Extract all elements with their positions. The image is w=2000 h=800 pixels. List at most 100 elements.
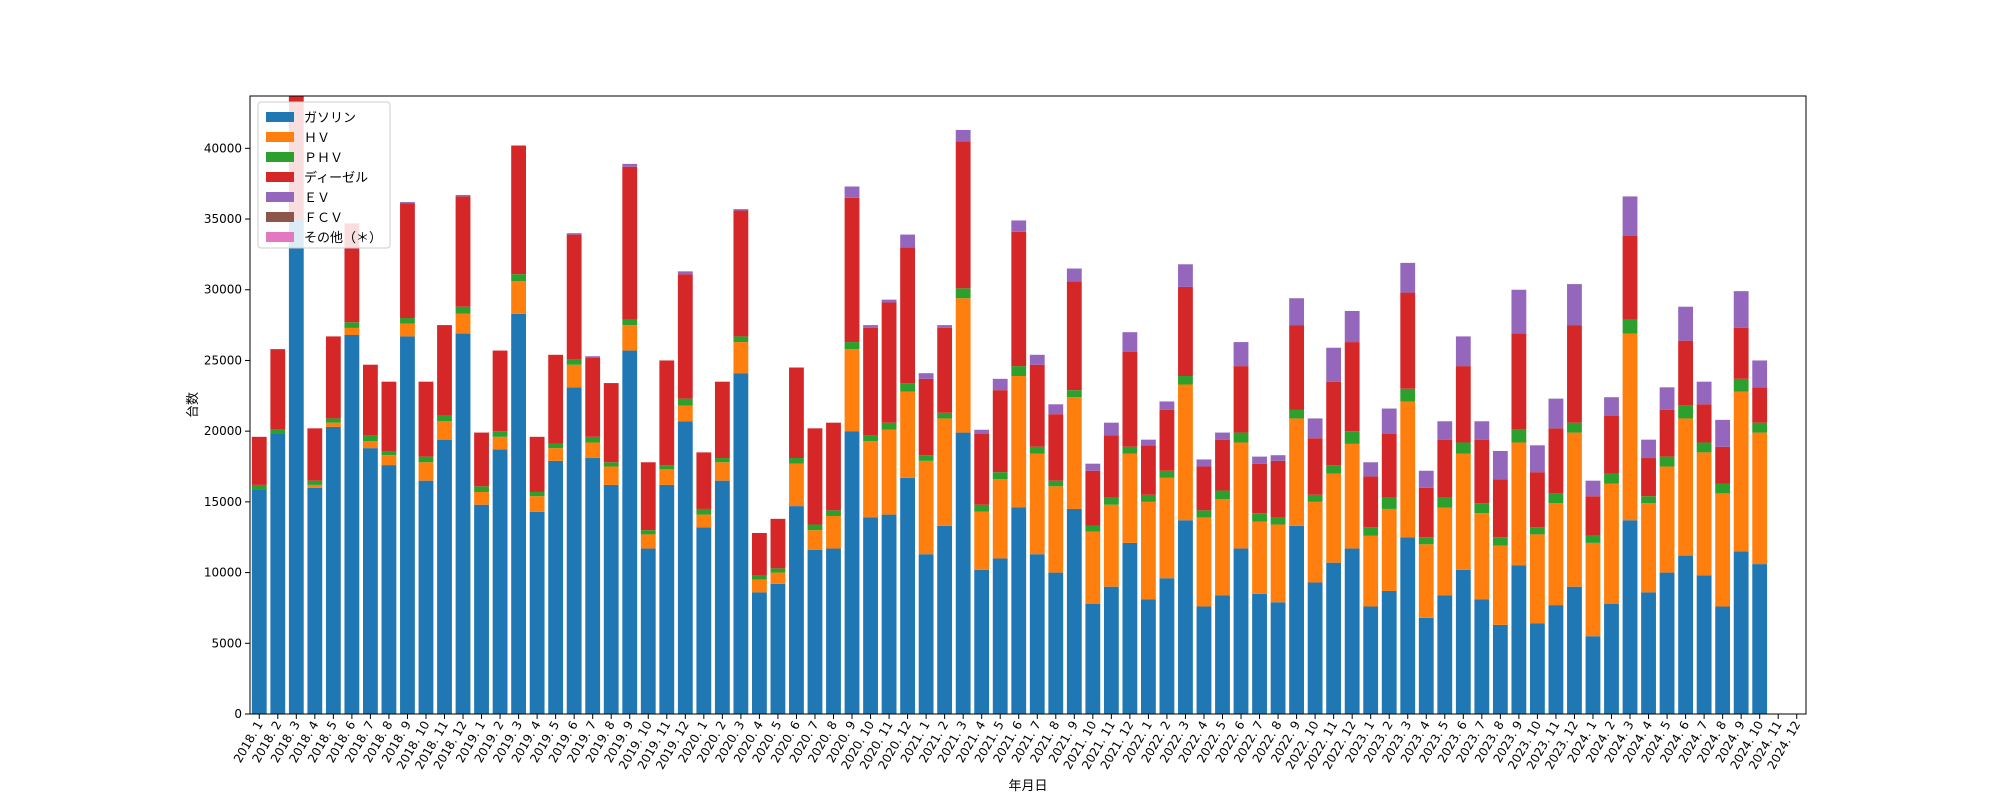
legend-entry: ガソリン: [304, 111, 356, 126]
bar-segment-1-78: [1696, 452, 1712, 576]
bar-segment-3-32: [844, 197, 860, 343]
bar-segment-3-19: [603, 383, 619, 463]
bar-segment-0-18: [585, 458, 601, 714]
bar-segment-0-29: [789, 506, 804, 714]
bar-segment-1-33: [863, 441, 878, 518]
bar-segment-2-51: [1196, 510, 1212, 518]
bar-segment-3-47: [1122, 351, 1138, 447]
bar-segment-3-22: [659, 360, 675, 466]
bar-segment-0-16: [548, 460, 564, 714]
y-tick-label: 35000: [204, 212, 242, 226]
bar-segment-0-57: [1307, 582, 1323, 714]
bar-segment-2-26: [733, 336, 749, 343]
bar-segment-4-11: [455, 194, 471, 197]
bar-segment-2-59: [1344, 431, 1360, 444]
bar-segment-0-55: [1270, 602, 1286, 714]
bar-segment-3-48: [1141, 445, 1156, 495]
bar-segment-3-20: [622, 166, 638, 320]
bar-segment-0-73: [1604, 603, 1619, 714]
bar-segment-4-36: [918, 373, 934, 379]
bar-segment-0-71: [1567, 586, 1582, 714]
bar-segment-0-80: [1733, 551, 1749, 714]
bar-segment-0-8: [400, 336, 415, 714]
bar-segment-2-45: [1085, 525, 1101, 532]
bar-segment-0-20: [622, 350, 638, 714]
bar-segment-1-30: [807, 530, 823, 550]
y-tick-label: 40000: [204, 141, 242, 155]
bar-segment-3-24: [696, 452, 712, 509]
bar-segment-3-72: [1585, 496, 1601, 536]
bar-segment-2-24: [696, 508, 712, 515]
bar-segment-0-32: [844, 431, 860, 714]
bar-segment-2-64: [1437, 497, 1453, 508]
bar-segment-1-8: [400, 323, 415, 337]
bar-segment-4-48: [1141, 439, 1156, 446]
bar-segment-3-8: [400, 203, 415, 319]
bar-segment-0-54: [1252, 593, 1267, 714]
x-axis-label: 年月日: [1008, 779, 1047, 794]
bar-segment-2-7: [381, 450, 397, 456]
bar-segment-1-27: [752, 579, 767, 593]
bar-segment-1-3: [307, 484, 323, 488]
bar-segment-3-75: [1641, 458, 1656, 497]
bar-segment-0-59: [1344, 548, 1360, 714]
bar-segment-4-26: [733, 209, 749, 211]
bar-segment-3-41: [1011, 231, 1027, 367]
bar-segment-0-66: [1474, 599, 1490, 714]
bar-segment-4-49: [1159, 401, 1175, 410]
bar-segment-0-43: [1048, 572, 1064, 714]
bar-segment-0-1: [270, 433, 286, 714]
bar-segment-0-28: [770, 583, 786, 714]
bar-segment-2-9: [418, 456, 434, 463]
bar-segment-4-78: [1696, 381, 1712, 405]
bar-segment-1-21: [640, 534, 656, 549]
bar-segment-4-56: [1289, 298, 1305, 326]
bar-segment-4-43: [1048, 404, 1064, 415]
bar-segment-0-49: [1159, 578, 1175, 714]
bar-segment-3-1: [270, 349, 286, 430]
bar-segment-3-31: [826, 422, 841, 511]
bar-segment-1-69: [1530, 534, 1545, 624]
bar-segment-3-21: [640, 462, 656, 531]
plot-frame: [249, 95, 1807, 715]
bar-segment-0-42: [1029, 554, 1045, 714]
bar-segment-0-27: [752, 592, 767, 714]
bar-segment-2-65: [1455, 442, 1471, 454]
bar-segment-1-29: [789, 463, 804, 507]
bar-segment-0-51: [1196, 606, 1212, 714]
bar-segment-3-81: [1752, 387, 1768, 423]
bar-segment-0-14: [511, 313, 527, 714]
bar-segment-1-58: [1326, 473, 1342, 563]
bar-segment-1-68: [1511, 442, 1527, 566]
bar-segment-3-69: [1530, 472, 1545, 528]
bar-segment-2-68: [1511, 429, 1527, 443]
bar-segment-2-76: [1659, 456, 1675, 467]
bar-segment-4-17: [566, 233, 582, 235]
legend-entry: ＥＶ: [304, 191, 330, 206]
bar-segment-3-18: [585, 357, 601, 437]
bar-segment-0-46: [1103, 586, 1119, 714]
bar-segment-0-64: [1437, 595, 1453, 714]
bar-segment-3-16: [548, 354, 564, 444]
bar-segment-4-57: [1307, 418, 1323, 439]
bar-segment-3-58: [1326, 381, 1342, 466]
legend-entry: ディーゼル: [304, 170, 368, 186]
bar-segment-1-52: [1215, 499, 1230, 596]
bar-segment-1-77: [1678, 418, 1694, 556]
bar-segment-2-75: [1641, 496, 1656, 504]
bar-segment-1-80: [1733, 391, 1749, 552]
bar-segment-3-45: [1085, 470, 1101, 526]
bar-segment-1-36: [918, 460, 934, 555]
bar-segment-3-35: [900, 247, 916, 384]
bar-segment-3-61: [1381, 433, 1397, 498]
bar-segment-1-17: [566, 364, 582, 388]
bar-segment-4-63: [1418, 470, 1434, 488]
bar-segment-3-65: [1455, 366, 1471, 443]
bar-segment-0-13: [492, 449, 508, 714]
bar-segment-4-52: [1215, 432, 1230, 440]
bar-segment-2-61: [1381, 497, 1397, 509]
bar-segment-3-23: [677, 274, 693, 399]
bar-segment-1-75: [1641, 503, 1656, 593]
bar-segment-0-41: [1011, 507, 1027, 714]
bar-segment-4-23: [677, 271, 693, 275]
